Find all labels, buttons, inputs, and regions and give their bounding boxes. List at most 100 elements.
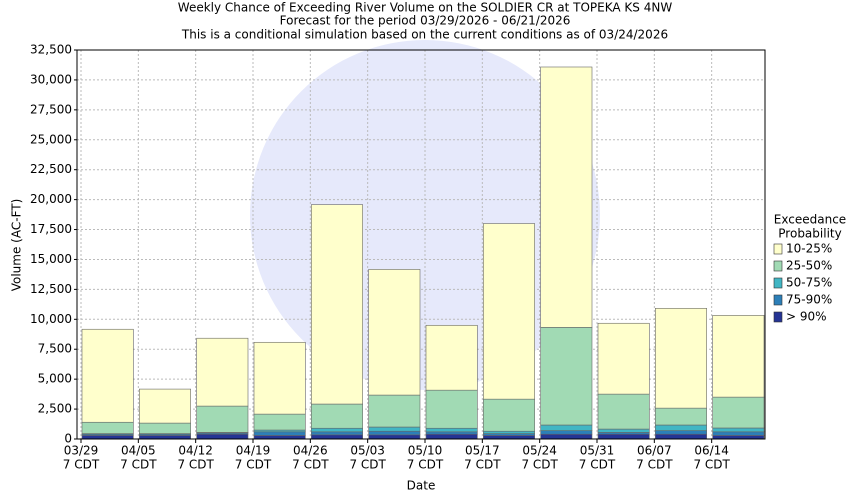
x-tick-label: 7 CDT xyxy=(349,458,386,472)
bar-segment xyxy=(425,433,478,440)
y-tick-label: 7,500 xyxy=(38,342,72,356)
x-tick-label: 05/31 xyxy=(580,444,615,458)
y-tick-label: 0 xyxy=(64,432,72,446)
bar-segment xyxy=(311,427,363,433)
bar-segment xyxy=(655,424,707,431)
x-tick-label: 7 CDT xyxy=(636,458,673,472)
x-tick-label: 7 CDT xyxy=(693,458,730,472)
legend-label: 50-75% xyxy=(786,276,832,290)
bar-segment xyxy=(81,421,134,434)
bar-segment xyxy=(139,435,191,440)
y-tick-label: 12,500 xyxy=(30,282,72,296)
legend-title: Exceedance xyxy=(774,213,846,227)
y-tick-label: 2,500 xyxy=(38,402,72,416)
y-tick-label: 22,500 xyxy=(30,162,72,176)
x-tick-label: 05/10 xyxy=(408,444,443,458)
bar-segment xyxy=(81,328,134,423)
bar-segment xyxy=(425,324,478,391)
bar-segment xyxy=(597,433,650,440)
x-tick-label: 7 CDT xyxy=(120,458,157,472)
y-tick-label: 27,500 xyxy=(30,102,72,116)
x-tick-label: 7 CDT xyxy=(63,458,100,472)
x-tick-label: 06/14 xyxy=(694,444,729,458)
y-axis-label: Volume (AC-FT) xyxy=(10,199,24,292)
x-tick-label: 04/12 xyxy=(178,444,213,458)
bar-segment xyxy=(81,435,134,440)
bar-segment xyxy=(311,434,363,440)
bar-segment xyxy=(196,337,249,407)
bar-segment xyxy=(597,428,650,433)
bar-segment xyxy=(253,341,306,415)
y-tick-label: 20,000 xyxy=(30,192,72,206)
x-tick-label: 7 CDT xyxy=(177,458,214,472)
bar-segment xyxy=(425,427,478,433)
chart-title: Weekly Chance of Exceeding River Volume … xyxy=(178,1,673,15)
x-tick-label: 05/24 xyxy=(522,444,557,458)
bar-segment xyxy=(540,430,593,435)
bar-segment xyxy=(540,66,593,328)
bar-segment xyxy=(483,223,535,400)
legend-swatch xyxy=(773,260,783,272)
bar-segment xyxy=(425,389,478,429)
chart-subtitle: Forecast for the period 03/29/2026 - 06/… xyxy=(280,14,571,28)
legend-label: > 90% xyxy=(786,310,827,324)
bar-segment xyxy=(540,327,593,426)
x-tick-label: 06/07 xyxy=(637,444,672,458)
bar-segment xyxy=(597,393,650,430)
x-tick-label: 7 CDT xyxy=(579,458,616,472)
x-tick-label: 03/29 xyxy=(64,444,99,458)
x-tick-label: 7 CDT xyxy=(235,458,272,472)
plot-frame xyxy=(76,49,766,440)
y-tick-label: 10,000 xyxy=(30,312,72,326)
bar-segment xyxy=(655,430,707,435)
bar-segment xyxy=(368,426,421,432)
bar-segment xyxy=(196,433,249,440)
bar-segment xyxy=(253,413,306,431)
x-tick-label: 7 CDT xyxy=(292,458,329,472)
bar-segment xyxy=(368,394,421,428)
bar-segment xyxy=(540,433,593,440)
bar-segment xyxy=(483,398,535,432)
x-tick-label: 04/19 xyxy=(236,444,271,458)
bar-segment xyxy=(425,431,478,435)
bar-segment xyxy=(139,422,191,434)
legend-swatch xyxy=(773,311,783,323)
bar-segment xyxy=(483,430,535,434)
bar-segment xyxy=(311,204,363,405)
x-tick-label: 04/26 xyxy=(293,444,328,458)
bar-segment xyxy=(712,396,765,429)
bar-segment xyxy=(139,388,191,424)
x-tick-label: 04/05 xyxy=(121,444,156,458)
bar-segment xyxy=(253,435,306,440)
y-tick-label: 15,000 xyxy=(30,252,72,266)
bar-segment xyxy=(712,431,765,436)
legend-label: 10-25% xyxy=(786,242,832,256)
bar-segment xyxy=(655,407,707,426)
x-tick-label: 05/17 xyxy=(465,444,500,458)
bar-segment xyxy=(253,431,306,436)
bar-segment xyxy=(368,434,421,440)
y-tick-label: 17,500 xyxy=(30,222,72,236)
bar-segment xyxy=(712,315,765,398)
bar-segment xyxy=(655,433,707,440)
x-tick-label: 05/03 xyxy=(350,444,385,458)
legend-label: 75-90% xyxy=(786,293,832,307)
chart-note: This is a conditional simulation based o… xyxy=(181,28,668,42)
bar-segment xyxy=(368,269,421,396)
legend-swatch xyxy=(773,243,783,255)
bar-segment xyxy=(655,307,707,409)
bar-segment xyxy=(368,430,421,436)
bar-segment xyxy=(540,424,593,431)
bar-segment xyxy=(311,431,363,436)
y-tick-label: 25,000 xyxy=(30,132,72,146)
legend-title: Probability xyxy=(778,227,841,241)
x-axis-label: Date xyxy=(407,479,436,493)
bar-segment xyxy=(712,435,765,440)
bar-segment xyxy=(712,427,765,433)
legend-swatch xyxy=(773,294,783,306)
bar-segment xyxy=(311,403,363,429)
x-tick-label: 7 CDT xyxy=(521,458,558,472)
y-tick-label: 30,000 xyxy=(30,72,72,86)
legend-swatch xyxy=(773,277,783,289)
